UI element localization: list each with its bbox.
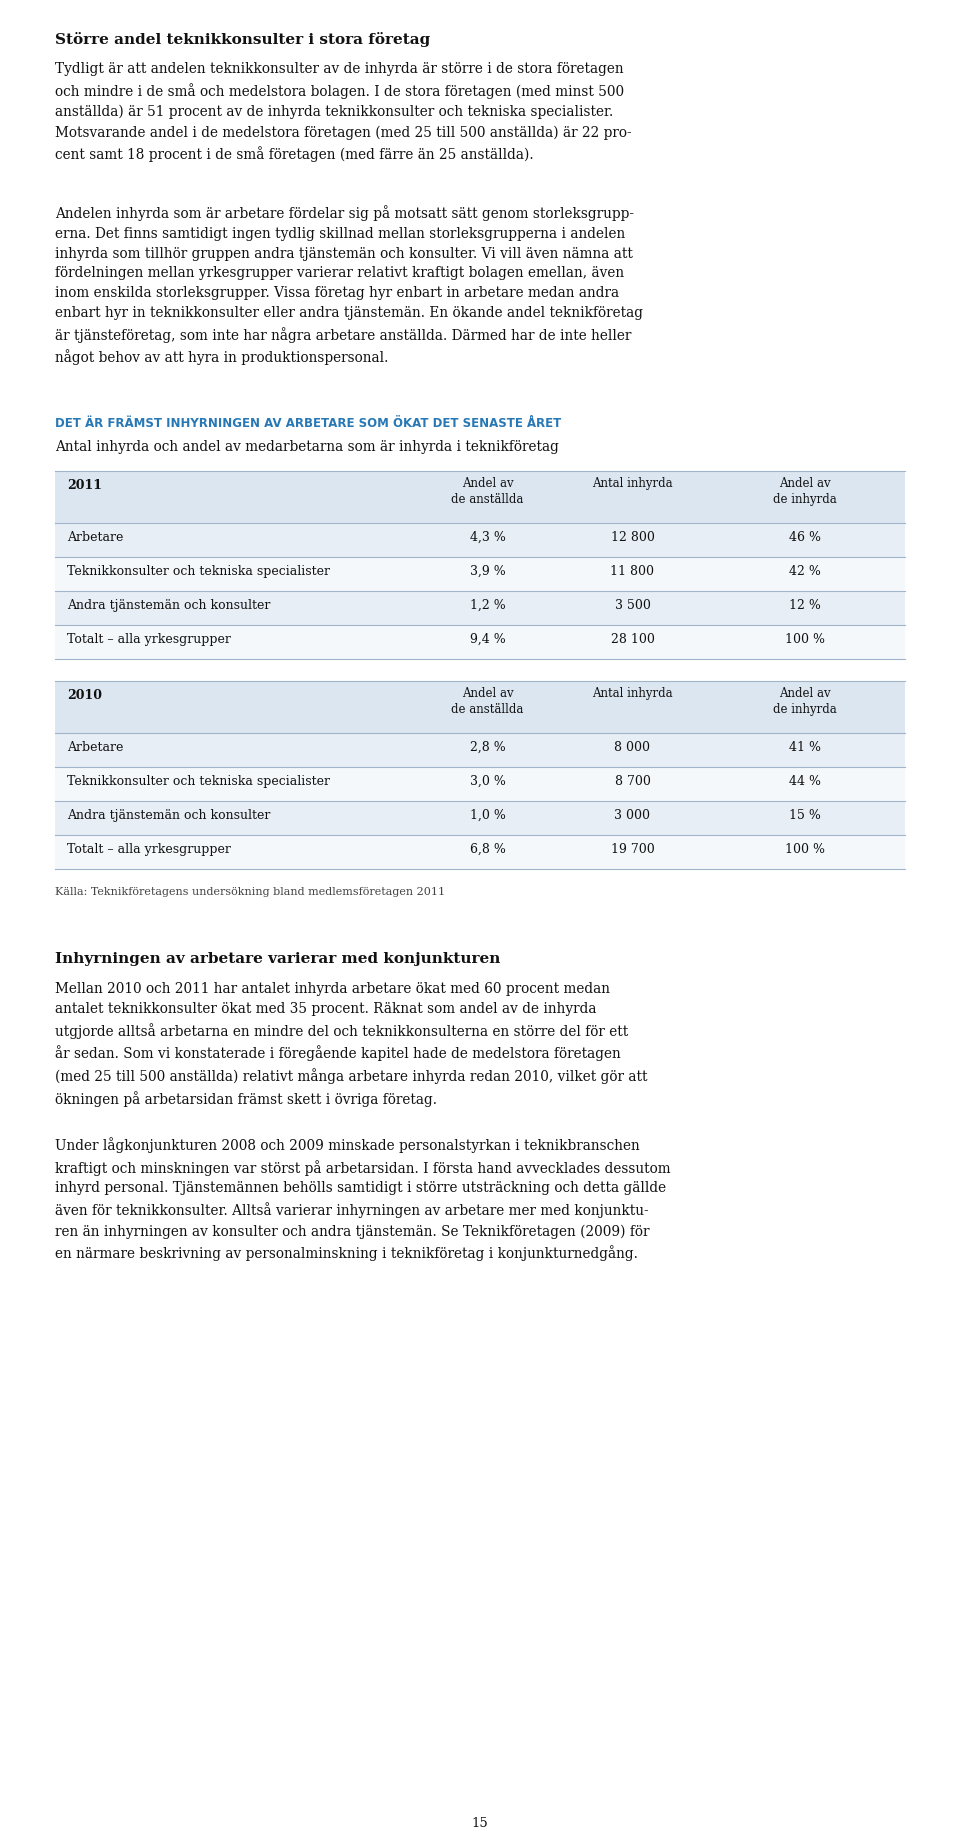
Text: Andel av
de anställda: Andel av de anställda [451,477,524,506]
Bar [55,591,905,626]
Text: Andra tjänstemän och konsulter: Andra tjänstemän och konsulter [67,809,271,822]
Text: 3 000: 3 000 [614,809,651,822]
Text: 3 500: 3 500 [614,599,651,612]
Text: Större andel teknikkonsulter i stora företag: Större andel teknikkonsulter i stora för… [55,31,430,46]
Text: Arbetare: Arbetare [67,741,124,754]
Text: DET ÄR FRÄMST INHYRNINGEN AV ARBETARE SOM ÖKAT DET SENASTE ÅRET: DET ÄR FRÄMST INHYRNINGEN AV ARBETARE SO… [55,418,562,431]
Text: Andelen inhyrda som är arbetare fördelar sig på motsatt sätt genom storleksgrupp: Andelen inhyrda som är arbetare fördelar… [55,205,643,366]
Text: Antal inhyrda och andel av medarbetarna som är inhyrda i teknikföretag: Antal inhyrda och andel av medarbetarna … [55,440,559,455]
Bar [55,682,905,734]
Text: 1,2 %: 1,2 % [469,599,505,612]
Text: Teknikkonsulter och tekniska specialister: Teknikkonsulter och tekniska specialiste… [67,565,330,578]
Text: Källa: Teknikföretagens undersökning bland medlemsföretagen 2011: Källa: Teknikföretagens undersökning bla… [55,887,445,896]
Text: 9,4 %: 9,4 % [469,632,505,645]
Bar [55,734,905,767]
Text: 3,0 %: 3,0 % [469,774,505,787]
Bar [55,523,905,558]
Text: Mellan 2010 och 2011 har antalet inhyrda arbetare ökat med 60 procent medan
anta: Mellan 2010 och 2011 har antalet inhyrda… [55,981,647,1105]
Text: 12 %: 12 % [789,599,821,612]
Text: Under lågkonjunkturen 2008 och 2009 minskade personalstyrkan i teknikbranschen
k: Under lågkonjunkturen 2008 och 2009 mins… [55,1137,671,1260]
Text: 28 100: 28 100 [611,632,655,645]
Text: 100 %: 100 % [785,632,825,645]
Text: 12 800: 12 800 [611,530,655,543]
Bar [55,558,905,591]
Text: 15 %: 15 % [789,809,821,822]
Bar [55,471,905,523]
Text: 2,8 %: 2,8 % [469,741,505,754]
Text: Andel av
de inhyrda: Andel av de inhyrda [773,687,837,717]
Text: Andra tjänstemän och konsulter: Andra tjänstemän och konsulter [67,599,271,612]
Text: 8 000: 8 000 [614,741,651,754]
Text: Totalt – alla yrkesgrupper: Totalt – alla yrkesgrupper [67,843,230,856]
Text: 46 %: 46 % [789,530,821,543]
Text: Tydligt är att andelen teknikkonsulter av de inhyrda är större i de stora företa: Tydligt är att andelen teknikkonsulter a… [55,63,632,163]
Text: 15: 15 [471,1817,489,1830]
Text: 4,3 %: 4,3 % [469,530,505,543]
Text: 3,9 %: 3,9 % [469,565,505,578]
Text: Andel av
de anställda: Andel av de anställda [451,687,524,717]
Text: 2011: 2011 [67,479,102,492]
Bar [55,835,905,870]
Text: 11 800: 11 800 [611,565,655,578]
Bar [55,626,905,660]
Text: 2010: 2010 [67,689,102,702]
Text: 19 700: 19 700 [611,843,655,856]
Bar [55,767,905,802]
Text: Antal inhyrda: Antal inhyrda [592,687,673,700]
Text: 41 %: 41 % [789,741,821,754]
Text: 6,8 %: 6,8 % [469,843,505,856]
Text: Antal inhyrda: Antal inhyrda [592,477,673,490]
Text: 100 %: 100 % [785,843,825,856]
Text: Teknikkonsulter och tekniska specialister: Teknikkonsulter och tekniska specialiste… [67,774,330,787]
Text: Andel av
de inhyrda: Andel av de inhyrda [773,477,837,506]
Text: 42 %: 42 % [789,565,821,578]
Text: 1,0 %: 1,0 % [469,809,505,822]
Text: 8 700: 8 700 [614,774,651,787]
Bar [55,802,905,835]
Text: Inhyrningen av arbetare varierar med konjunkturen: Inhyrningen av arbetare varierar med kon… [55,952,500,965]
Text: 44 %: 44 % [789,774,821,787]
Text: Totalt – alla yrkesgrupper: Totalt – alla yrkesgrupper [67,632,230,645]
Text: Arbetare: Arbetare [67,530,124,543]
